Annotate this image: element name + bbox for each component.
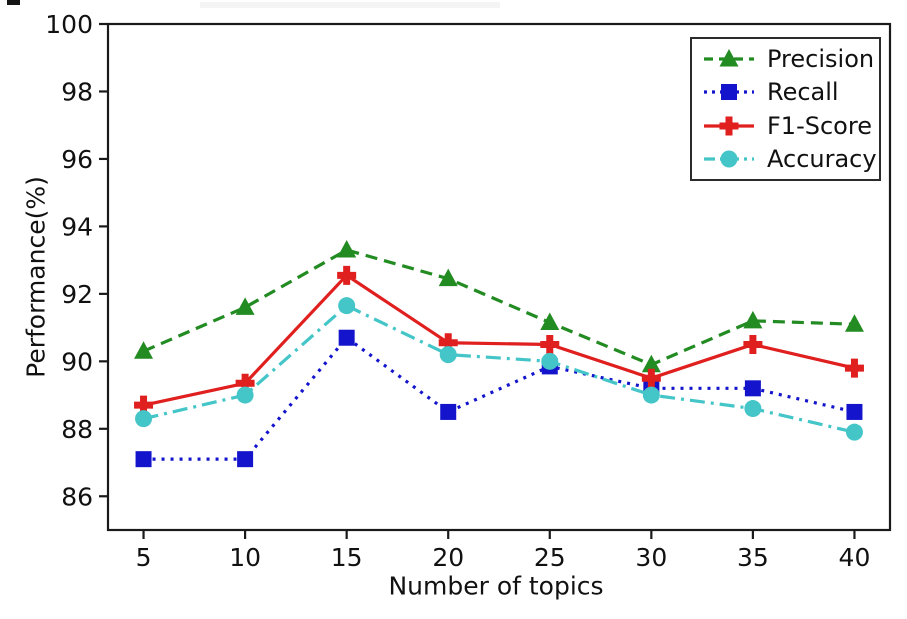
triangle-marker — [134, 341, 154, 359]
legend-label: F1-Score — [767, 111, 872, 140]
square-marker — [338, 329, 355, 346]
legend-item-f1-score: F1-Score — [702, 113, 873, 139]
circle-marker — [236, 386, 254, 404]
plus-marker — [235, 373, 255, 393]
plus-marker — [719, 116, 739, 136]
circle-marker — [744, 400, 762, 418]
y-tick-label: 96 — [61, 145, 93, 174]
plus-marker — [438, 333, 458, 353]
triangle-marker — [844, 314, 864, 332]
x-tick-label: 5 — [136, 543, 152, 572]
legend-sample-line — [704, 150, 754, 168]
x-tick-label: 15 — [331, 543, 363, 572]
circle-marker — [642, 386, 660, 404]
series-line-precision — [142, 248, 855, 367]
square-marker — [744, 380, 761, 397]
plus-marker — [337, 265, 357, 285]
triangle-marker — [235, 297, 255, 315]
legend: Precision Recall F1-Score Accuracy — [690, 37, 881, 181]
square-marker — [440, 403, 457, 420]
circle-marker — [439, 346, 457, 364]
triangle-marker — [719, 48, 739, 67]
series-line-recall — [143, 335, 855, 461]
square-marker — [721, 84, 737, 101]
x-tick-label: 10 — [229, 543, 261, 572]
x-tick-label: 40 — [839, 543, 871, 572]
circle-marker — [135, 410, 153, 428]
plot-border — [106, 22, 892, 532]
legend-sample-line — [704, 84, 754, 101]
x-tick-label: 25 — [534, 543, 566, 572]
legend-label: Recall — [767, 78, 839, 107]
plus-marker — [134, 395, 154, 415]
circle-marker — [720, 150, 738, 168]
plus-marker — [641, 368, 661, 388]
x-tick-label: 20 — [432, 543, 464, 572]
triangle-marker — [540, 312, 560, 331]
square-marker — [135, 451, 152, 468]
triangle-marker — [337, 240, 357, 258]
x-axis-title: Number of topics — [388, 571, 604, 601]
y-axis-title: Performance(%) — [21, 176, 51, 378]
series-line-accuracy — [143, 303, 855, 434]
plus-marker — [743, 334, 763, 354]
scan-smudge-artifact — [200, 2, 500, 8]
triangle-marker — [641, 354, 661, 373]
circle-marker — [338, 297, 356, 315]
legend-sample-line — [704, 48, 754, 67]
y-tick-label: 100 — [45, 10, 93, 39]
triangle-marker — [438, 268, 458, 287]
circle-marker — [845, 423, 863, 441]
legend-item-accuracy: Accuracy — [702, 146, 877, 172]
legend-label: Accuracy — [767, 145, 877, 174]
square-marker — [846, 403, 863, 420]
y-tick-label: 86 — [61, 482, 93, 511]
plus-marker — [540, 334, 560, 354]
legend-sample-line — [704, 116, 754, 136]
legend-item-recall: Recall — [702, 79, 873, 105]
circle-marker — [541, 352, 559, 370]
triangle-marker — [743, 310, 763, 329]
y-tick-label: 90 — [61, 347, 93, 376]
legend-label: Precision — [767, 44, 875, 73]
y-tick-label: 92 — [61, 280, 93, 309]
plus-marker — [844, 358, 864, 378]
series-line-f1-score — [143, 273, 855, 407]
x-tick-label: 35 — [737, 543, 769, 572]
y-tick-label: 98 — [61, 77, 93, 106]
legend-item-precision: Precision — [702, 44, 875, 73]
square-marker — [237, 451, 254, 468]
x-tick-label: 30 — [635, 543, 667, 572]
y-tick-label: 94 — [61, 212, 93, 241]
screenshot-edge-artifact — [7, 0, 20, 5]
y-tick-label: 88 — [61, 415, 93, 444]
